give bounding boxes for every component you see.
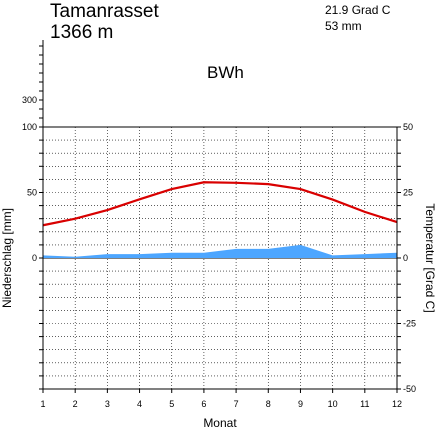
x-tick-label: 2 [73, 399, 78, 409]
x-tick-label: 8 [266, 399, 271, 409]
left-tick-label: 50 [27, 188, 37, 198]
left-axis-label: Niederschlag [mm] [0, 208, 14, 308]
right-axis-label: Temperatur [Grad C] [423, 203, 437, 312]
precipitation-area [43, 244, 397, 258]
x-tick-label: 5 [169, 399, 174, 409]
climate-classification: BWh [207, 63, 244, 82]
x-tick-label: 4 [137, 399, 142, 409]
upper-tick-label: 300 [22, 95, 37, 105]
right-tick-label: -25 [403, 319, 416, 329]
left-tick-label: 100 [22, 122, 37, 132]
mean-temperature: 21.9 Grad C [325, 3, 391, 17]
x-tick-label: 11 [360, 399, 369, 409]
right-tick-label: -50 [403, 384, 416, 394]
upper-precip-scale: 300 [22, 45, 43, 119]
left-tick-label: 0 [32, 253, 37, 263]
x-tick-label: 10 [328, 399, 338, 409]
station-name: Tamanrasset [50, 1, 159, 22]
annual-precipitation: 53 mm [325, 19, 362, 33]
right-tick-label: 25 [403, 188, 413, 198]
x-tick-label: 3 [105, 399, 110, 409]
x-tick-label: 1 [40, 399, 45, 409]
temperature-line [42, 181, 398, 227]
right-tick-label: 0 [403, 253, 408, 263]
right-tick-label: 50 [403, 122, 413, 132]
x-tick-label: 6 [201, 399, 206, 409]
x-tick-label: 12 [392, 399, 402, 409]
x-tick-label: 7 [234, 399, 239, 409]
station-elevation: 1366 m [50, 22, 113, 43]
x-axis-label: Monat [203, 416, 237, 430]
x-tick-label: 9 [298, 399, 303, 409]
